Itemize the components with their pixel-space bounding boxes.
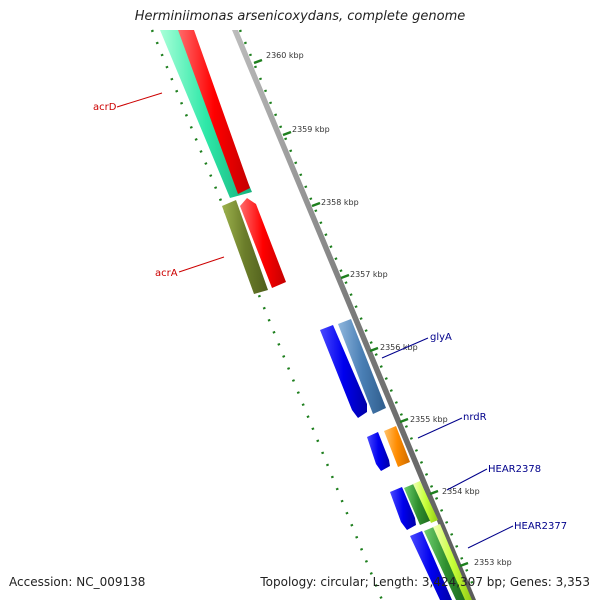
tick-label-2354: 2354 kbp [442,487,480,496]
tick-label-2357: 2357 kbp [350,270,388,279]
gene-glyA-cds [320,325,367,418]
gene-label-HEAR2377[interactable]: HEAR2377 [467,521,567,549]
feature-olive-acrA [222,200,268,294]
tick-label-2360: 2360 kbp [266,51,304,60]
feature-steel-glyA [338,319,386,414]
gene-label-acrA-text: acrA [155,268,178,279]
feature-orange-nrdR [384,426,410,467]
tick-2358: 2358 kbp [311,198,359,208]
tick-2360: 2360 kbp [253,51,304,65]
gene-label-HEAR2377-text: HEAR2377 [514,521,567,532]
dotted-track-outer [238,29,477,591]
gene-label-glyA[interactable]: glyA [381,332,452,359]
gene-label-HEAR2378[interactable]: HEAR2378 [446,464,541,491]
gene-acrA-cds [240,198,286,288]
feature-lime-HEAR2377 [433,524,472,600]
map-title: Herminiimonas arsenicoxydans, complete g… [134,9,466,24]
tick-label-2355: 2355 kbp [410,415,448,424]
gene-nrdR-cds [367,432,390,471]
tick-label-2358: 2358 kbp [321,198,359,207]
gene-label-HEAR2378-text: HEAR2378 [488,464,541,475]
accession-label: Accession: NC_009138 [9,575,146,589]
gene-label-nrdR[interactable]: nrdR [417,412,487,439]
gene-acrD-cds [178,30,250,194]
tick-2357: 2357 kbp [340,270,388,280]
tick-2353: 2353 kbp [459,558,512,568]
tick-2359: 2359 kbp [282,125,330,137]
tick-2355: 2355 kbp [399,415,448,424]
tick-2356: 2356 kbp [369,343,418,353]
tick-label-2359: 2359 kbp [292,125,330,134]
gene-label-acrD-text: acrD [93,102,117,113]
dotted-track-inner [150,29,384,600]
gene-label-nrdR-text: nrdR [463,412,487,423]
gene-label-acrD[interactable]: acrD [93,92,163,113]
tick-label-2356: 2356 kbp [380,343,418,352]
gene-label-acrA[interactable]: acrA [155,256,225,279]
genome-backbone [232,30,476,600]
gene-HEAR2377-cds [410,531,452,600]
tick-label-2353: 2353 kbp [474,558,512,567]
gene-HEAR2378-cds [390,487,416,530]
genome-summary: Topology: circular; Length: 3,424,307 bp… [260,575,590,589]
gene-label-glyA-text: glyA [430,332,452,343]
tick-2354: 2354 kbp [429,487,480,496]
feature-green-HEAR2378 [404,483,432,525]
feature-lime-HEAR2378 [413,481,438,523]
